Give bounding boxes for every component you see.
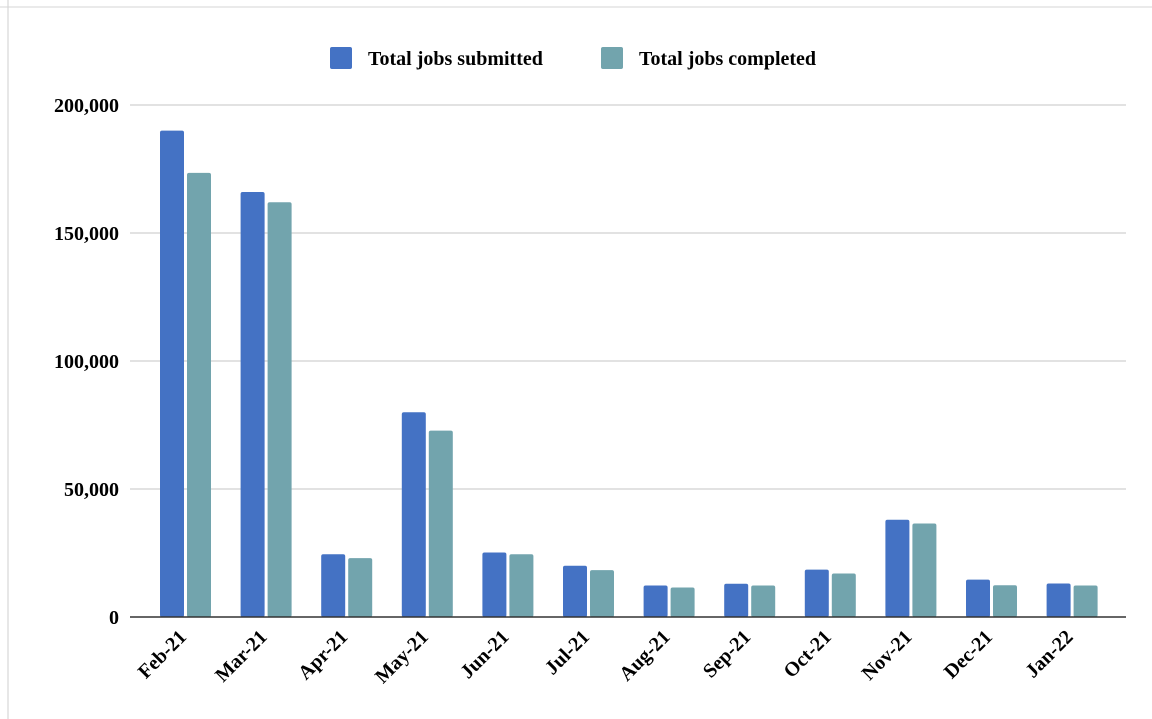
y-tick-labels: 0 50,000 100,000 150,000 200,000: [54, 95, 119, 629]
x-tick-label: Oct-21: [779, 626, 835, 682]
x-tick-label: Sep-21: [699, 626, 755, 682]
bar-completed-may-21: [428, 430, 453, 617]
bar-completed-mar-21: [267, 202, 292, 617]
x-tick-label: Jun-21: [456, 626, 513, 683]
y-tick-label: 200,000: [54, 95, 119, 117]
x-tick-label: Apr-21: [294, 626, 352, 684]
bar-submitted-jun-21: [482, 552, 507, 617]
legend-swatch: [601, 47, 623, 69]
bars: [160, 130, 1098, 618]
bar-submitted-oct-21: [804, 569, 829, 617]
x-tick-label: Mar-21: [211, 626, 272, 687]
bar-submitted-feb-21: [160, 130, 184, 617]
x-tick-label: Jul-21: [541, 626, 594, 679]
bar-submitted-nov-21: [885, 519, 910, 617]
bar-submitted-dec-21: [966, 579, 990, 617]
bar-completed-oct-21: [831, 573, 856, 617]
legend: Total jobs submitted Total jobs completed: [330, 47, 816, 70]
x-tick-label: Aug-21: [615, 626, 675, 686]
x-tick-label: Nov-21: [858, 626, 917, 685]
legend-label: Total jobs completed: [639, 48, 816, 70]
bar-submitted-jul-21: [563, 565, 587, 617]
legend-label: Total jobs submitted: [368, 48, 543, 70]
bar-completed-jan-22: [1073, 585, 1098, 617]
bar-completed-sep-21: [751, 585, 776, 617]
bar-submitted-sep-21: [724, 583, 749, 617]
bar-completed-dec-21: [993, 585, 1017, 617]
x-tick-labels: Feb-21 Mar-21 Apr-21 May-21 Jun-21 Jul-21 Aug-…: [134, 626, 1078, 688]
bar-completed-feb-21: [187, 172, 211, 617]
x-tick-label: Dec-21: [940, 626, 997, 683]
bar-completed-apr-21: [348, 558, 373, 617]
y-tick-label: 0: [109, 607, 119, 629]
bar-completed-aug-21: [670, 587, 695, 617]
x-tick-label: May-21: [371, 626, 433, 688]
bar-submitted-aug-21: [643, 585, 668, 617]
bar-submitted-may-21: [401, 412, 426, 617]
y-tick-label: 50,000: [64, 479, 119, 501]
gridlines: [130, 104, 1126, 490]
x-tick-label: Jan-22: [1021, 626, 1077, 682]
legend-swatch: [330, 47, 352, 69]
bar-completed-jul-21: [590, 570, 614, 617]
y-tick-label: 100,000: [54, 351, 119, 373]
x-tick-label: Feb-21: [134, 626, 191, 683]
y-tick-label: 150,000: [54, 223, 119, 245]
bar-submitted-apr-21: [321, 554, 346, 617]
bar-submitted-jan-22: [1046, 583, 1071, 617]
bar-completed-nov-21: [912, 523, 937, 617]
bar-completed-jun-21: [509, 554, 534, 617]
bar-submitted-mar-21: [240, 192, 265, 618]
